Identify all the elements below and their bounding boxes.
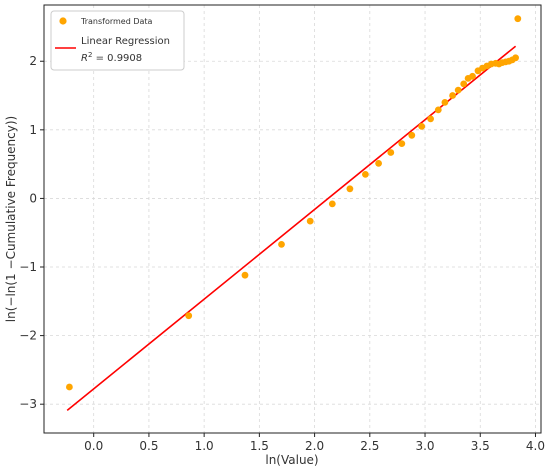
y-tick-label: 0 bbox=[29, 191, 37, 205]
data-point bbox=[514, 15, 522, 23]
data-point bbox=[328, 200, 336, 208]
x-ticks: 0.0 0.5 1.0 1.5 2.0 2.5 3.0 3.5 4.0 bbox=[84, 433, 545, 453]
data-point bbox=[387, 149, 395, 156]
legend-label-linear-regression: Linear Regression bbox=[81, 36, 170, 47]
y-tick-label: −1 bbox=[19, 260, 37, 274]
r-squared-exponent: 2 bbox=[88, 51, 92, 59]
x-tick-label: 4.0 bbox=[526, 439, 545, 453]
x-tick-label: 2.5 bbox=[360, 439, 379, 453]
data-point bbox=[375, 160, 382, 167]
data-point bbox=[66, 383, 73, 391]
x-tick-label: 0.5 bbox=[139, 439, 158, 453]
data-point bbox=[398, 140, 406, 148]
y-axis-label: ln(−ln(1 −Cumulative Frequency)) bbox=[4, 116, 18, 322]
data-point bbox=[185, 312, 193, 320]
data-point bbox=[449, 92, 456, 99]
data-point bbox=[278, 241, 285, 248]
regression-line-layer bbox=[66, 45, 517, 412]
data-point bbox=[434, 106, 442, 114]
r-squared-symbol: R bbox=[81, 53, 88, 64]
x-axis-label: ln(Value) bbox=[265, 453, 318, 467]
x-tick-label: 0.0 bbox=[84, 439, 103, 453]
data-point bbox=[512, 54, 519, 62]
r-squared-annotation: R2 = 0.9908 bbox=[81, 51, 142, 64]
x-tick-label: 3.5 bbox=[471, 439, 490, 453]
data-point bbox=[241, 271, 249, 279]
data-point bbox=[346, 185, 354, 193]
data-point bbox=[441, 99, 449, 106]
x-tick-label: 1.0 bbox=[195, 439, 214, 453]
grid bbox=[44, 5, 541, 433]
data-points-layer bbox=[66, 15, 522, 391]
data-point bbox=[418, 123, 426, 130]
x-tick-label: 1.5 bbox=[250, 439, 269, 453]
y-ticks: −3 −2 −1 0 1 2 bbox=[19, 54, 44, 411]
y-tick-label: 1 bbox=[29, 123, 37, 137]
data-point bbox=[454, 86, 462, 94]
data-point bbox=[460, 80, 468, 88]
y-tick-label: −2 bbox=[19, 329, 37, 343]
y-tick-label: 2 bbox=[29, 54, 37, 68]
x-tick-label: 3.0 bbox=[415, 439, 434, 453]
r-squared-value: = 0.9908 bbox=[92, 53, 142, 64]
legend-label-transformed-data: Transformed Data bbox=[80, 17, 153, 26]
y-tick-label: −3 bbox=[19, 397, 37, 411]
plot-frame bbox=[43, 4, 542, 434]
data-point bbox=[306, 217, 314, 225]
regression-line bbox=[66, 45, 517, 412]
data-point bbox=[362, 171, 369, 178]
legend-box bbox=[50, 10, 185, 71]
legend: Transformed Data Linear Regression R2 = … bbox=[50, 10, 185, 71]
legend-marker-transformed-data bbox=[59, 17, 67, 25]
data-point bbox=[408, 131, 416, 139]
data-point bbox=[469, 72, 476, 80]
data-point bbox=[427, 115, 434, 123]
x-tick-label: 2.0 bbox=[305, 439, 324, 453]
